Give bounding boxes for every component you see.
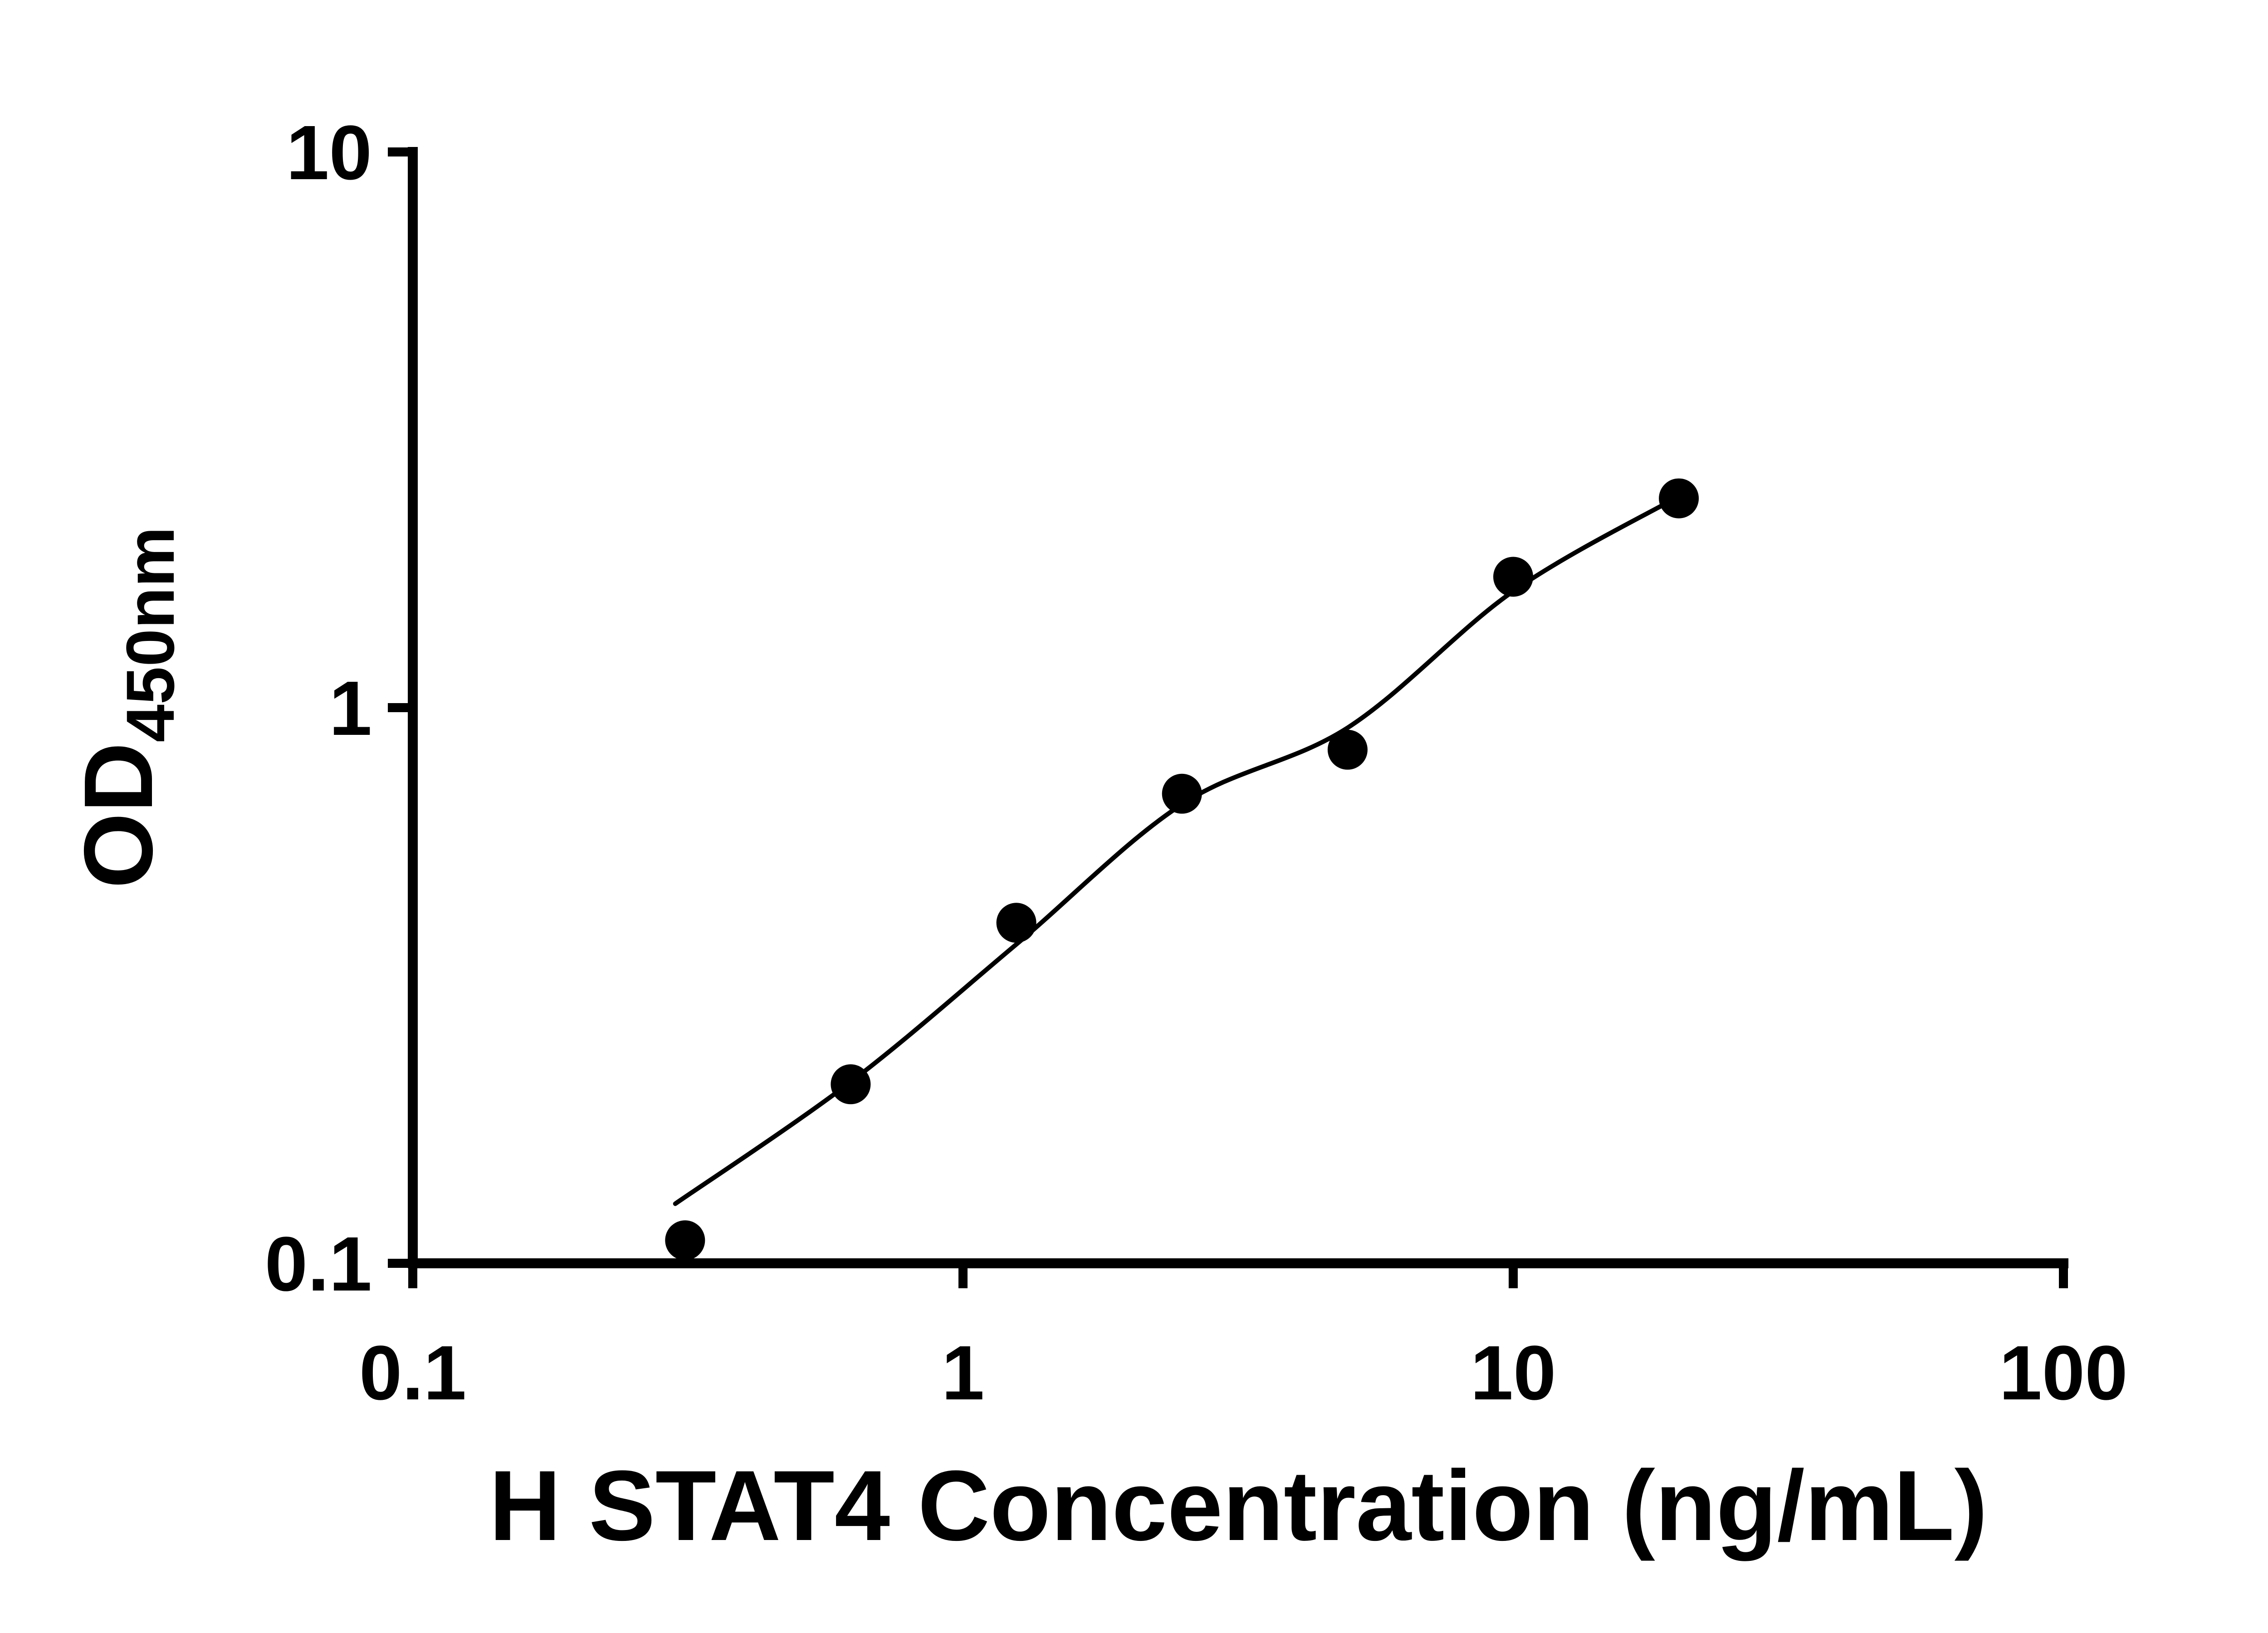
- data-point: [996, 903, 1036, 943]
- fit-curve: [673, 494, 1681, 1206]
- x-tick-label: 10: [1470, 1330, 1556, 1416]
- data-points: [665, 478, 1699, 1261]
- y-tick-label: 10: [286, 110, 372, 196]
- y-axis-ticks: 0.1 1 10: [265, 110, 413, 1307]
- data-point: [1327, 729, 1368, 770]
- axes: [408, 147, 2068, 1268]
- y-tick-label: 0.1: [265, 1221, 372, 1307]
- x-tick-label: 0.1: [359, 1330, 466, 1416]
- axis-lines: [408, 147, 2068, 1268]
- data-point: [665, 1220, 705, 1261]
- data-point: [831, 1064, 871, 1105]
- y-axis-title-subscript: 450nm: [112, 527, 188, 742]
- y-tick-label: 1: [329, 665, 372, 752]
- x-axis-title: H STAT4 Concentration (ng/mL): [489, 1450, 1988, 1561]
- y-axis-title-main: OD: [64, 742, 173, 889]
- x-axis-ticks: 0.1 1 10 100: [359, 1263, 2128, 1416]
- data-point: [1162, 773, 1202, 814]
- data-point: [1493, 557, 1533, 597]
- x-tick-label: 1: [942, 1330, 985, 1416]
- data-point: [1659, 478, 1699, 518]
- x-tick-label: 100: [1999, 1330, 2128, 1416]
- y-axis-title: OD450nm: [64, 527, 188, 889]
